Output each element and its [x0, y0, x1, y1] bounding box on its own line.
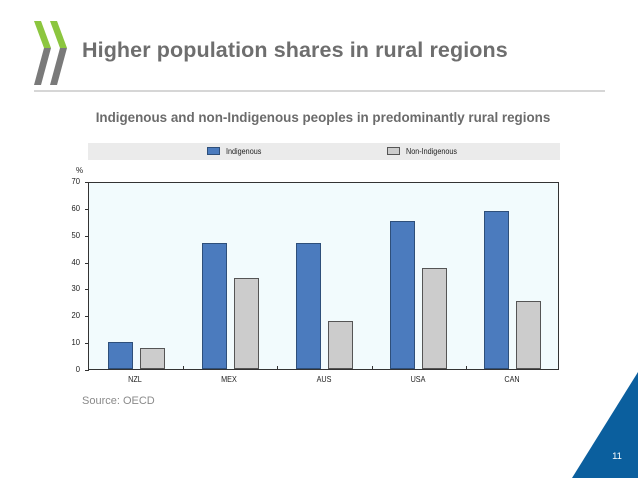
y-tick-label: 30 [71, 283, 80, 294]
x-tick [371, 366, 373, 370]
y-tick [85, 208, 89, 210]
bar-mex-indigenous [201, 242, 227, 369]
y-tick [85, 370, 89, 371]
chart-title: Indigenous and non-Indigenous peoples in… [95, 110, 551, 125]
y-tick-label: 40 [71, 256, 80, 267]
x-tick-label: AUS [316, 374, 331, 384]
legend-item-non-indigenous: Non-Indigenous [387, 146, 466, 156]
x-tick-label: USA [410, 374, 426, 384]
bar-nzl-indigenous [107, 342, 133, 369]
bar-usa-indigenous [390, 221, 416, 369]
x-tick [277, 366, 279, 370]
legend-swatch-indigenous-icon [207, 147, 220, 155]
title-divider [34, 90, 605, 92]
bar-aus-indigenous [296, 242, 321, 369]
slide-title: Higher population shares in rural region… [82, 38, 508, 62]
bar-usa-non-indigenous [422, 268, 448, 369]
x-tick-label: CAN [504, 374, 520, 384]
bar-mex-non-indigenous [233, 277, 259, 369]
chart-legend: Indigenous Non-Indigenous [88, 143, 560, 160]
legend-swatch-non-indigenous-icon [387, 147, 400, 155]
y-tick-label: 0 [75, 364, 80, 374]
y-tick-label: 20 [71, 310, 80, 321]
plot-area [88, 182, 559, 370]
legend-label: Non-Indigenous [406, 146, 458, 156]
source-note: Source: OECD [82, 395, 155, 407]
y-tick-label: 70 [71, 176, 80, 186]
page-number: 11 [612, 451, 622, 462]
y-tick [85, 235, 89, 237]
x-tick-label: MEX [221, 374, 238, 384]
y-tick-label: 60 [71, 202, 80, 213]
y-tick-label: 50 [71, 229, 80, 240]
oecd-logo-icon [34, 21, 67, 85]
y-tick [85, 316, 89, 318]
bar-can-non-indigenous [516, 300, 542, 369]
y-tick [85, 289, 89, 291]
y-tick [85, 343, 89, 345]
x-tick-label: NZL [128, 374, 142, 384]
bar-nzl-non-indigenous [139, 347, 165, 369]
legend-label: Indigenous [226, 146, 262, 156]
x-tick [183, 366, 185, 370]
y-axis-unit: % [76, 166, 84, 175]
legend-item-indigenous: Indigenous [207, 146, 268, 156]
y-tick-label: 10 [71, 337, 80, 348]
bar-can-indigenous [484, 210, 510, 369]
y-tick [85, 182, 89, 183]
bar-aus-non-indigenous [328, 320, 353, 369]
y-tick [85, 262, 89, 264]
x-tick [465, 366, 467, 370]
